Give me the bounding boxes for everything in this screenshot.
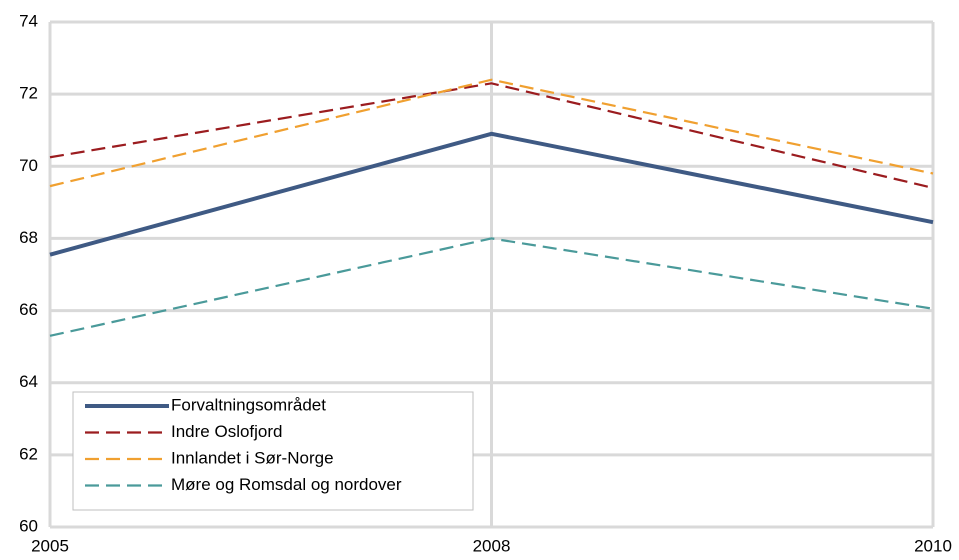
legend-label: Indre Oslofjord xyxy=(171,422,283,441)
y-tick-label: 62 xyxy=(19,444,38,463)
y-tick-label: 72 xyxy=(19,84,38,103)
legend-label: Forvaltningsområdet xyxy=(171,395,326,414)
y-tick-label: 60 xyxy=(19,516,38,535)
line-series xyxy=(49,131,934,257)
line-series xyxy=(49,78,934,188)
y-tick-label: 66 xyxy=(19,300,38,319)
y-tick-label: 74 xyxy=(19,11,38,30)
y-tick-label: 64 xyxy=(19,372,38,391)
line-series xyxy=(49,237,934,337)
x-tick-label: 2010 xyxy=(914,536,952,555)
y-tick-label: 70 xyxy=(19,156,38,175)
legend-label: Møre og Romsdal og nordover xyxy=(171,475,402,494)
x-tick-label: 2005 xyxy=(31,536,69,555)
line-series xyxy=(49,82,934,189)
y-tick-label: 68 xyxy=(19,228,38,247)
legend-label: Innlandet i Sør-Norge xyxy=(171,448,334,467)
legend-box xyxy=(72,391,474,511)
x-tick-label: 2008 xyxy=(473,536,511,555)
